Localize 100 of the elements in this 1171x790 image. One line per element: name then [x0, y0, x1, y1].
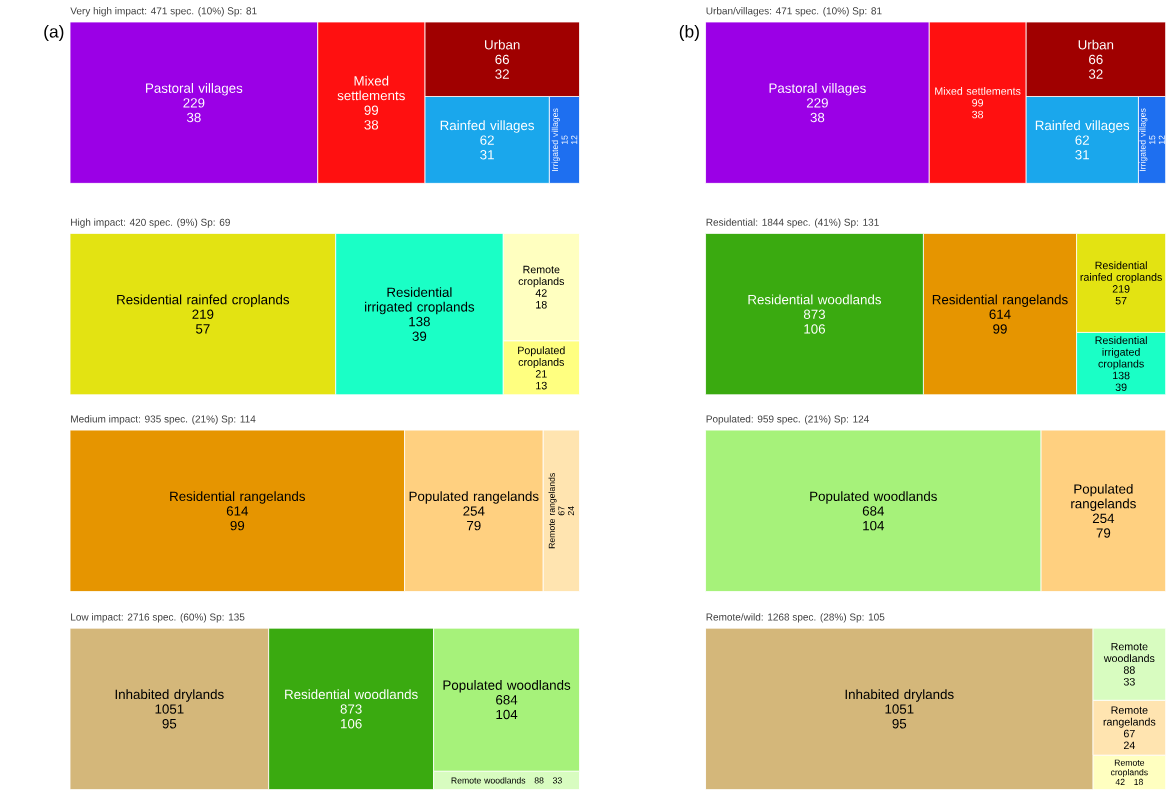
data-label: 57	[195, 324, 210, 334]
data-label: 104	[863, 521, 885, 531]
category-label: Urban	[1078, 39, 1114, 50]
data-label: 254	[1092, 513, 1115, 524]
category-label: Urban	[485, 39, 520, 50]
text: Remote/wild: 1268 spec. (28%) Sp: 105	[706, 613, 885, 623]
category-label: Rainfed villages	[440, 120, 535, 133]
data-label: 31	[480, 150, 494, 160]
data-label: 99	[972, 99, 984, 107]
data-label: 15	[561, 135, 568, 145]
category-label: Residential irrigated croplands	[365, 287, 475, 315]
data-label: 219	[1112, 285, 1130, 293]
category-label: Irrigated villages	[551, 108, 560, 172]
data-label: 1051	[885, 704, 914, 714]
data-label: 67	[558, 506, 565, 516]
data-label: 106	[804, 324, 826, 334]
category-label: Remote rangelands	[548, 473, 557, 549]
data-label: 32	[495, 69, 509, 80]
data-label: 219	[192, 309, 214, 320]
data-label: 24	[567, 506, 574, 516]
data-label: 38	[364, 120, 379, 130]
category-label: Remote woodlands	[451, 777, 526, 784]
category-label: Populated woodlands	[810, 491, 937, 504]
data-label: 79	[467, 521, 481, 531]
category-label: Residential rangelands	[932, 294, 1068, 308]
data-label: 42	[1115, 779, 1125, 786]
category-label: Remote woodlands	[1103, 643, 1155, 663]
text: Residential: 1844 spec. (41%) Sp: 131	[706, 218, 879, 228]
category-label: Residential rainfed croplands	[1080, 261, 1162, 284]
category-label: Populated croplands	[518, 346, 565, 369]
data-label: 66	[495, 54, 509, 65]
category-label: Pastoral villages	[769, 83, 866, 96]
category-label: Irrigated villages	[1139, 108, 1148, 172]
data-label: 229	[183, 98, 205, 108]
data-label: 684	[862, 506, 885, 516]
data-label: 88	[534, 777, 544, 784]
text: (b)	[679, 25, 699, 42]
data-label: 15	[1149, 135, 1156, 145]
data-label: 62	[480, 135, 494, 146]
data-label: 138	[409, 317, 430, 327]
data-label: 873	[340, 704, 362, 714]
data-label: 39	[1115, 383, 1127, 392]
data-label: 99	[364, 105, 379, 116]
data-label: 39	[412, 331, 427, 342]
data-label: 873	[803, 309, 826, 320]
category-label: Rainfed villages	[1035, 120, 1130, 133]
data-label: 33	[1123, 678, 1135, 686]
data-label: 684	[496, 695, 518, 705]
category-label: Mixed settlements	[337, 76, 405, 101]
data-label: 18	[536, 301, 547, 309]
category-label: Populated woodlands	[443, 680, 571, 693]
data-label: 38	[810, 113, 825, 123]
category-label: Residential irrigated croplands	[1095, 336, 1147, 370]
data-label: 21	[535, 370, 547, 378]
category-label: Inhabited drylands	[845, 689, 954, 702]
data-label: 95	[162, 719, 177, 729]
category-label: Residential woodlands	[748, 294, 882, 305]
data-label: 95	[892, 719, 907, 729]
category-label: Pastoral villages	[146, 83, 243, 96]
data-label: 614	[989, 309, 1011, 320]
text: (a)	[44, 25, 64, 42]
category-label: Populated rangelands	[409, 491, 539, 504]
category-label: Residential rangelands	[170, 491, 306, 504]
data-label: 57	[1115, 297, 1127, 305]
data-label: 254	[463, 506, 485, 516]
data-label: 32	[1088, 69, 1103, 80]
text: Very high impact: 471 spec. (10%) Sp: 81	[70, 7, 257, 17]
data-label: 614	[226, 506, 249, 516]
data-label: 67	[1123, 730, 1135, 738]
data-label: 138	[1113, 371, 1130, 380]
category-label: Residential rainfed croplands	[117, 294, 290, 308]
data-label: 229	[806, 98, 828, 108]
category-label: Remote rangelands	[1103, 706, 1156, 728]
data-label: 99	[993, 324, 1007, 334]
category-label: Populated rangelands	[1071, 484, 1136, 512]
text: Populated: 959 spec. (21%) Sp: 124	[706, 415, 869, 425]
data-label: 18	[1134, 779, 1143, 786]
data-label: 106	[341, 719, 362, 729]
category-label: Residential woodlands	[285, 689, 418, 700]
data-label: 38	[972, 111, 984, 119]
data-label: 42	[535, 289, 547, 297]
data-label: 99	[230, 521, 245, 531]
text: High impact: 420 spec. (9%) Sp: 69	[71, 218, 230, 228]
data-label: 12	[571, 135, 578, 145]
data-label: 66	[1089, 54, 1103, 65]
data-label: 33	[552, 777, 562, 784]
text: Low impact: 2716 spec. (60%) Sp: 135	[71, 613, 245, 623]
text: Urban/villages: 471 spec. (10%) Sp: 81	[706, 7, 882, 17]
category-label: Mixed settlements	[935, 87, 1021, 96]
data-label: 13	[536, 382, 547, 390]
data-label: 1051	[155, 704, 184, 714]
text: Medium impact: 935 spec. (21%) Sp: 114	[71, 415, 256, 425]
data-label: 104	[496, 710, 518, 720]
data-label: 31	[1075, 150, 1089, 160]
category-label: Remote croplands	[1110, 759, 1148, 778]
data-label: 88	[1123, 666, 1135, 675]
data-label: 38	[186, 113, 201, 123]
category-label: Remote croplands	[518, 266, 565, 288]
data-label: 79	[1096, 528, 1111, 538]
data-label: 12	[1158, 135, 1165, 145]
